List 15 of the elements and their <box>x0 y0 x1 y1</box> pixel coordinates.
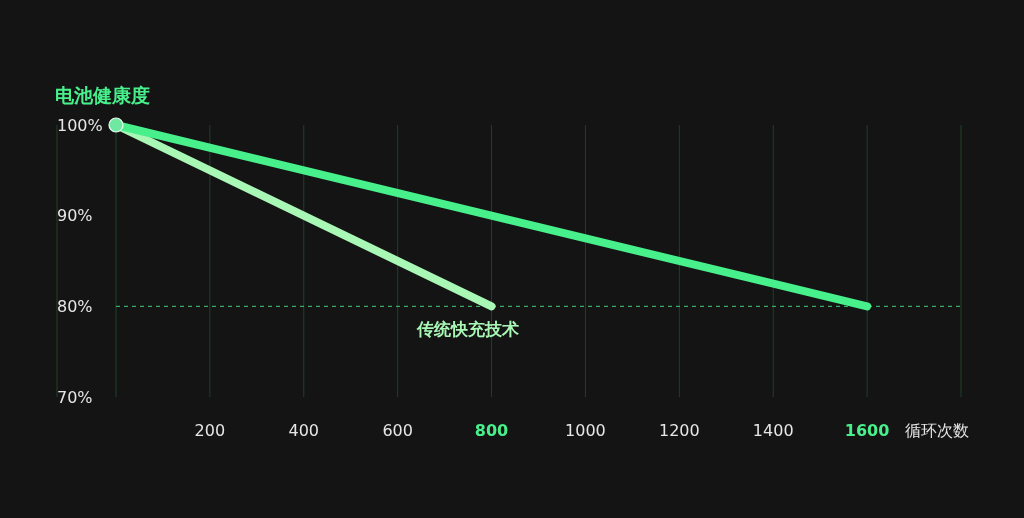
x-tick-label: 800 <box>474 420 509 440</box>
y-axis-title: 电池健康度 <box>55 84 150 106</box>
x-axis-title: 循环次数 <box>905 420 969 440</box>
x-tick-label: 1600 <box>844 420 890 440</box>
x-tick-label: 1400 <box>752 420 794 440</box>
y-tick-label: 80% <box>57 296 93 316</box>
x-tick-label: 600 <box>382 420 413 440</box>
x-tick-label: 400 <box>288 420 320 440</box>
x-tick-label: 1000 <box>565 420 606 440</box>
series-label: 传统快充技术 <box>415 319 519 340</box>
x-tick-label: 1200 <box>658 420 700 440</box>
y-tick-label: 70% <box>57 387 93 407</box>
y-tick-label: 100% <box>57 115 103 135</box>
x-tick-label: 200 <box>194 420 226 440</box>
y-tick-label: 90% <box>57 206 93 226</box>
